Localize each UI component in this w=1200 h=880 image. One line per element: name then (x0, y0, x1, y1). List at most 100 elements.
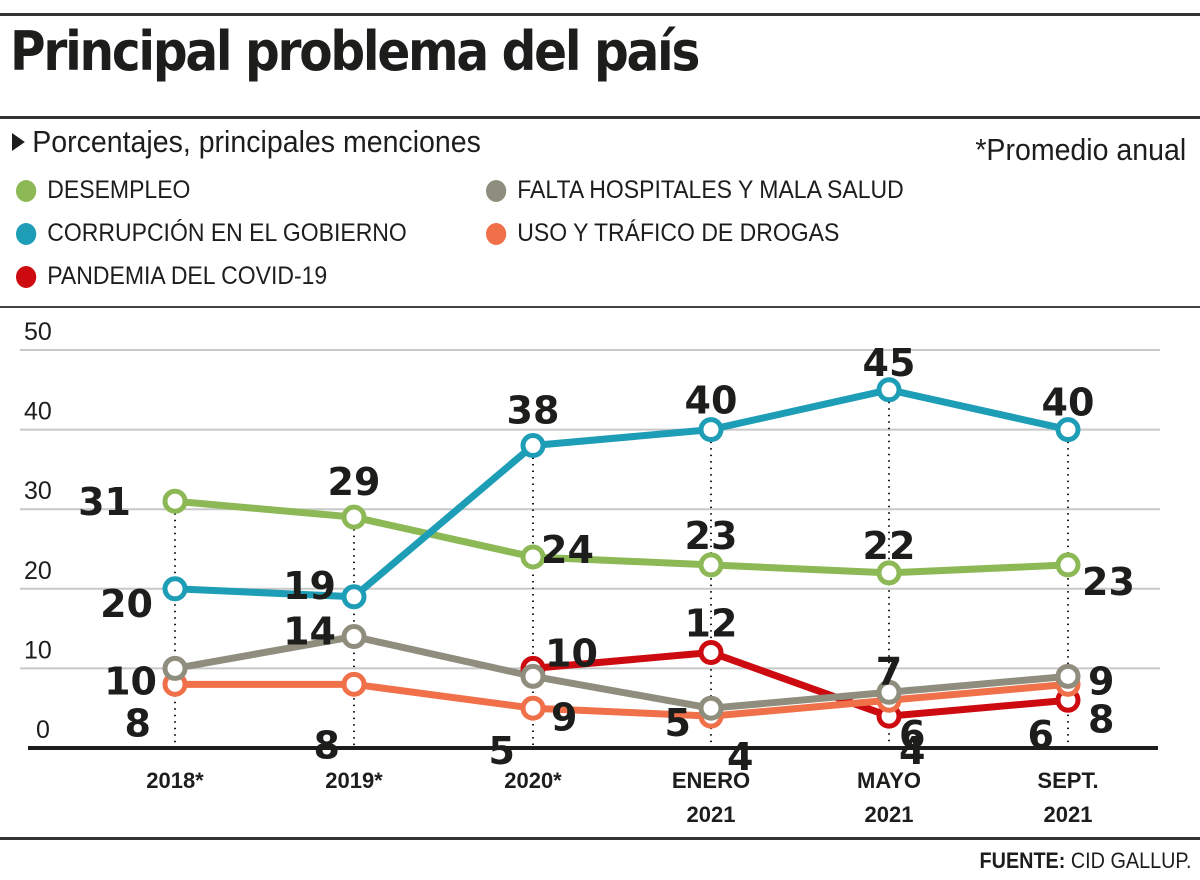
x-tick-label: 2021 (687, 802, 736, 827)
series-lines (171, 386, 1072, 720)
data-point-marker (341, 671, 367, 697)
data-point-marker (1055, 552, 1081, 578)
data-label: 4 (727, 735, 753, 779)
source-credit: FUENTE: CID GALLUP. (980, 848, 1192, 874)
data-label: 9 (551, 695, 577, 739)
x-tick-label: 2021 (865, 802, 914, 827)
data-label: 40 (685, 379, 738, 423)
legend-item-corrupcion: CORRUPCIÓN EN EL GOBIERNO (16, 219, 407, 248)
data-label: 5 (665, 701, 691, 745)
legend-label: CORRUPCIÓN EN EL GOBIERNO (47, 219, 407, 247)
subtitle-text: Porcentajes, principales menciones (32, 124, 481, 159)
play-triangle-icon (12, 133, 25, 151)
legend-item-drogas: USO Y TRÁFICO DE DROGAS (486, 219, 839, 248)
data-label: 7 (876, 649, 902, 693)
legend-dot-icon (16, 179, 37, 202)
source-label: FUENTE: (979, 848, 1066, 873)
legend-item-desempleo: DESEMPLEO (16, 176, 190, 205)
data-point-marker (162, 655, 188, 681)
legend-label: USO Y TRÁFICO DE DROGAS (517, 219, 840, 247)
data-label: 22 (863, 524, 916, 568)
data-label: 12 (685, 601, 738, 645)
x-tick-label: ENERO (672, 768, 750, 793)
data-label: 6 (1028, 713, 1054, 757)
data-point-marker (520, 433, 546, 459)
data-point-marker (1055, 417, 1081, 443)
data-label: 9 (1088, 659, 1114, 703)
data-label: 19 (283, 564, 336, 608)
legend-label: PANDEMIA DEL COVID-19 (47, 262, 328, 290)
chart-subtitle: Porcentajes, principales menciones (12, 124, 481, 160)
data-point-marker (1055, 663, 1081, 689)
series-line (171, 680, 1072, 720)
data-label: 14 (283, 610, 336, 654)
legend-dot-icon (486, 222, 507, 245)
data-point-marker (698, 695, 724, 721)
data-point-marker (341, 584, 367, 610)
series-line (529, 648, 1072, 720)
annual-average-note: *Promedio anual (975, 132, 1186, 167)
data-point-marker (876, 560, 902, 586)
data-label: 10 (545, 631, 598, 675)
title-rule (0, 116, 1200, 119)
data-label: 23 (685, 514, 738, 558)
x-tick-label: 2019* (325, 768, 383, 793)
data-label: 40 (1042, 381, 1095, 425)
data-point-marker (698, 417, 724, 443)
data-label: 6 (899, 713, 925, 757)
y-tick-label: 0 (36, 716, 50, 744)
data-label: 5 (489, 729, 515, 773)
legend-item-hospitales: FALTA HOSPITALES Y MALA SALUD (486, 176, 904, 205)
series-line (171, 633, 1072, 712)
data-point-marker (876, 377, 902, 403)
y-tick-label: 20 (24, 557, 52, 585)
chart-title: Principal problema del país (10, 20, 700, 83)
data-label: 10 (104, 659, 157, 703)
data-point-marker (341, 624, 367, 650)
data-label: 24 (541, 528, 594, 572)
source-value: CID GALLUP. (1071, 848, 1192, 873)
top-rule (0, 13, 1200, 16)
x-axis-ticks: 2018* 2019* 2020* ENERO 2021 MAYO 2021 SEPT. 202… (146, 768, 1098, 827)
bottom-rule (0, 837, 1200, 840)
y-tick-label: 40 (24, 398, 52, 426)
legend-label: DESEMPLEO (47, 176, 191, 204)
data-point-marker (520, 544, 546, 570)
data-label: 20 (100, 582, 153, 626)
legend-dot-icon (16, 265, 37, 288)
data-point-marker (520, 663, 546, 689)
legend-dot-icon (486, 179, 507, 202)
data-label: 31 (78, 480, 131, 524)
data-label: 23 (1082, 560, 1135, 604)
data-label: 8 (314, 723, 340, 767)
data-point-marker (162, 488, 188, 514)
data-point-marker (698, 552, 724, 578)
data-label: 4 (899, 729, 925, 773)
data-point-marker (162, 576, 188, 602)
legend-item-covid: PANDEMIA DEL COVID-19 (16, 262, 327, 291)
data-label: 38 (507, 389, 560, 433)
data-label: 45 (863, 341, 916, 385)
x-tick-label: MAYO (857, 768, 921, 793)
series-line (171, 386, 1072, 601)
series-line (171, 497, 1072, 577)
legend-label: FALTA HOSPITALES Y MALA SALUD (517, 176, 904, 204)
data-point-marker (876, 679, 902, 705)
x-tick-label: 2020* (504, 768, 562, 793)
data-label: 8 (1088, 697, 1114, 741)
legend-separator (0, 306, 1200, 308)
gridlines (20, 349, 1160, 750)
y-tick-label: 50 (24, 318, 52, 346)
data-point-marker (341, 504, 367, 530)
data-label: 29 (328, 460, 381, 504)
y-tick-label: 30 (24, 477, 52, 505)
x-tick-label: 2018* (146, 768, 204, 793)
data-point-marker (520, 695, 546, 721)
y-tick-label: 10 (24, 636, 52, 664)
y-axis-ticks: 0 10 20 30 40 50 (24, 318, 52, 744)
series-markers (162, 377, 1081, 729)
legend-dot-icon (16, 222, 37, 245)
data-point-marker (698, 639, 724, 665)
x-tick-label: SEPT. (1037, 768, 1098, 793)
